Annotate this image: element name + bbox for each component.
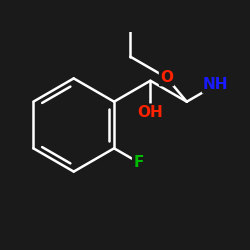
Text: F: F <box>133 155 143 170</box>
Text: OH: OH <box>138 105 163 120</box>
Text: NH: NH <box>203 78 228 92</box>
Text: O: O <box>160 70 173 85</box>
